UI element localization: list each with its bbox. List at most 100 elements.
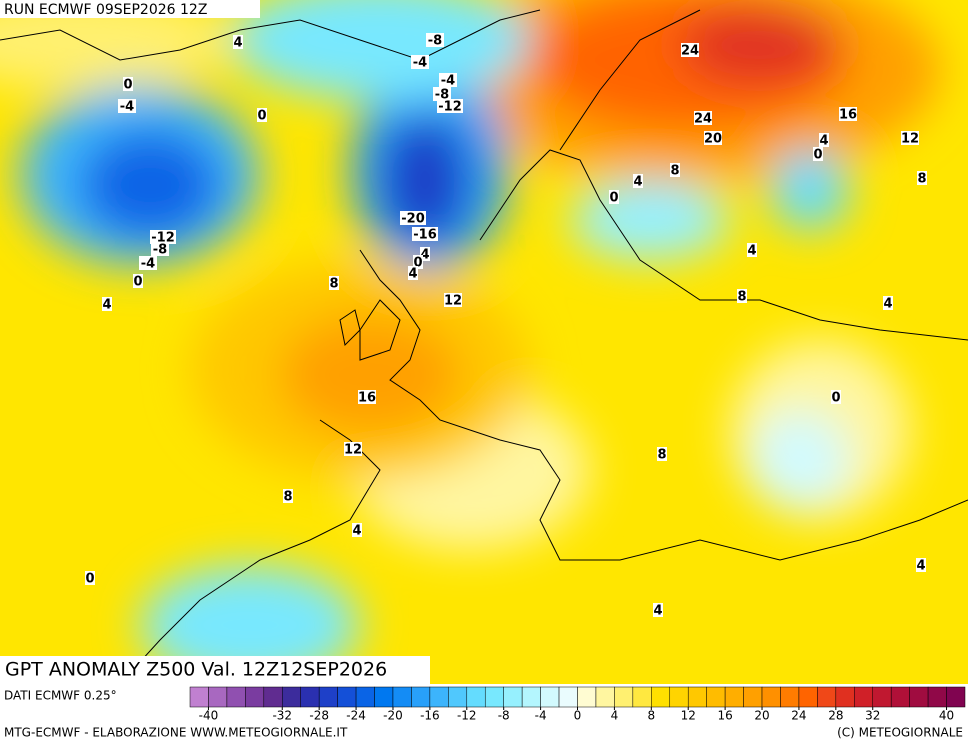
contour-label: 4 <box>633 175 642 190</box>
contour-label-bg <box>133 274 143 288</box>
colorbar-box <box>798 686 818 708</box>
contour-label-bg <box>657 447 667 461</box>
contour-label-bg <box>437 99 463 113</box>
contour-label-bg <box>400 211 426 225</box>
contour-label: 4 <box>819 134 828 149</box>
colorbar-tick-label: 12 <box>681 709 696 723</box>
colorbar-box <box>669 686 689 708</box>
contour-label-bg <box>916 558 926 572</box>
colorbar-box <box>743 686 763 708</box>
header-box <box>0 0 260 18</box>
colorbar-tick-label: -24 <box>346 709 366 723</box>
colorbar-box <box>300 686 320 708</box>
colorbar-box <box>521 686 541 708</box>
contour-label: -8 <box>428 34 442 49</box>
colorbar-box <box>411 686 431 708</box>
footer-left: MTG-ECMWF - ELABORAZIONE WWW.METEOGIORNA… <box>4 726 348 740</box>
contour-label-bg <box>747 243 757 257</box>
contour-label: 16 <box>358 391 376 406</box>
contour-labels: 4 -8-40-424-4-8-120 24201612408408-20-16-1… <box>85 33 927 619</box>
colorbar-box <box>890 686 910 708</box>
colorbar-tick-label: 4 <box>611 709 619 723</box>
contour-label-bg <box>633 174 643 188</box>
contour-label: 0 <box>85 572 94 587</box>
colorbar-box <box>429 686 449 708</box>
colorbar-box <box>817 686 837 708</box>
contour-label-bg <box>609 190 619 204</box>
contour-label-bg <box>329 276 339 290</box>
colorbar-box <box>337 686 357 708</box>
contour-label: -4 <box>120 100 134 115</box>
colorbar-tick-label: 20 <box>754 709 769 723</box>
contour-label-bg <box>257 108 267 122</box>
colorbar-box <box>577 686 597 708</box>
colorbar-box <box>392 686 412 708</box>
contour-label: 4 <box>102 298 111 313</box>
map-field <box>0 0 968 684</box>
contour-label: 24 <box>694 112 712 127</box>
colorbar-tick-label: -4 <box>535 709 547 723</box>
contour-label: -8 <box>435 88 449 103</box>
colorbar-tick-label: 16 <box>717 709 732 723</box>
colorbar-box <box>448 686 468 708</box>
colorbar-box <box>484 686 504 708</box>
contour-label: -20 <box>401 212 425 227</box>
contour-label-bg <box>839 107 857 121</box>
contour-label: 12 <box>901 132 919 147</box>
contour-label-bg <box>883 296 893 310</box>
contour-label: 12 <box>444 294 462 309</box>
contour-label-bg <box>917 171 927 185</box>
contour-label-bg <box>102 297 112 311</box>
colorbar-box <box>946 686 966 708</box>
colorbar-box <box>632 686 652 708</box>
contour-label: 4 <box>883 297 892 312</box>
run-label: RUN ECMWF 09SEP2026 12Z <box>4 2 207 18</box>
colorbar-box <box>706 686 726 708</box>
contour-label: 0 <box>257 109 266 124</box>
contour-label: 8 <box>283 490 292 505</box>
contour-label-bg <box>681 43 699 57</box>
contour-label-bg <box>819 133 829 147</box>
colorbar-tick-label: -32 <box>272 709 292 723</box>
contour-label: 8 <box>737 290 746 305</box>
contour-label-bg <box>411 55 429 69</box>
colorbar-box <box>595 686 615 708</box>
contour-label-bg <box>670 163 680 177</box>
colorbar-box <box>651 686 671 708</box>
colorbar-tick-label: 0 <box>574 709 582 723</box>
contour-label: 20 <box>704 132 722 147</box>
contour-label: 4 <box>420 248 429 263</box>
contour-label-bg <box>85 571 95 585</box>
contour-label: 8 <box>329 277 338 292</box>
contour-label: -4 <box>413 56 427 71</box>
contour-label-bg <box>283 489 293 503</box>
contour-label-bg <box>420 247 430 261</box>
colorbar-box <box>687 686 707 708</box>
contour-label: 0 <box>413 256 422 271</box>
colorbar-tick-label: 32 <box>865 709 880 723</box>
colorbar-box <box>282 686 301 708</box>
contour-label-bg <box>358 390 376 404</box>
contour-label-bg <box>813 147 823 161</box>
contour-label-bg <box>737 289 747 303</box>
contour-label-bg <box>444 293 462 307</box>
contour-label-bg <box>352 523 362 537</box>
colorbar-tick-label: 28 <box>828 709 843 723</box>
contour-label-bg <box>433 87 451 101</box>
contour-label: -4 <box>441 74 455 89</box>
data-source: DATI ECMWF 0.25° <box>4 689 117 703</box>
contour-label: 4 <box>352 524 361 539</box>
colorbar-box <box>872 686 892 708</box>
contour-label: 8 <box>670 164 679 179</box>
colorbar-tick-label: -16 <box>420 709 440 723</box>
title-box <box>0 656 430 684</box>
colorbar-box <box>263 686 283 708</box>
contour-label: 4 <box>747 244 756 259</box>
colorbar-box <box>245 686 265 708</box>
colorbar-box <box>466 686 486 708</box>
colorbar-box <box>189 686 209 708</box>
contour-label-bg <box>139 256 157 270</box>
contour-label: 8 <box>657 448 666 463</box>
contour-label-bg <box>233 35 243 49</box>
